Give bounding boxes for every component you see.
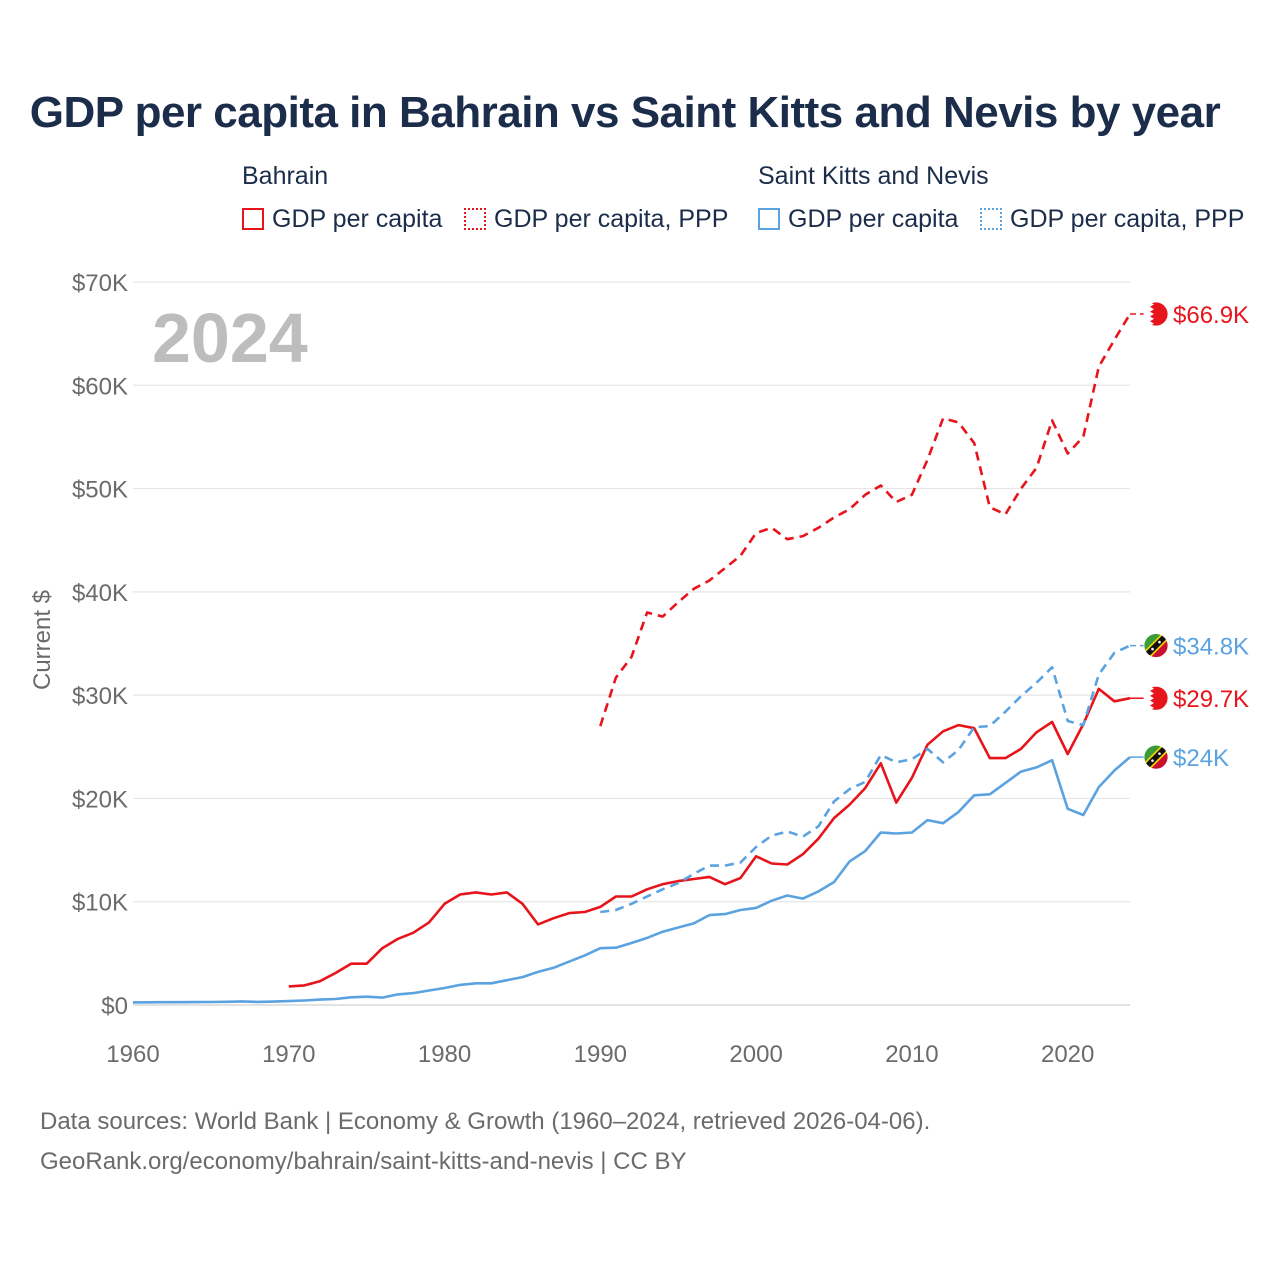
legend-skn-gdp-ppp[interactable]: GDP per capita, PPP <box>980 204 1244 234</box>
footer-sources: Data sources: World Bank | Economy & Gro… <box>40 1108 931 1135</box>
legend-swatch-solid-blue <box>758 208 780 230</box>
series-end-label: $66.9K <box>1173 302 1249 329</box>
x-tick-label: 1980 <box>418 1041 471 1068</box>
legend-group-bahrain: Bahrain <box>242 162 329 190</box>
y-tick-label: $40K <box>72 580 128 607</box>
axes: $0 $10K $20K $30K $40K $50K $60K $70K 1960 1970 19… <box>72 270 1094 1068</box>
footer-link[interactable]: GeoRank.org/economy/bahrain/saint-kitts-… <box>40 1148 687 1175</box>
bahrain-flag-icon <box>1143 685 1169 711</box>
saint-kitts-flag-icon <box>1143 744 1169 770</box>
y-tick-label: $10K <box>72 890 128 917</box>
series-line-1 <box>288 687 1131 988</box>
year-watermark: 2024 <box>152 299 308 377</box>
x-tick-label: 2010 <box>885 1041 938 1068</box>
legend-bahrain-gdp-ppp[interactable]: GDP per capita, PPP <box>464 204 728 234</box>
legend-label: GDP per capita <box>272 204 443 233</box>
series-line-3 <box>132 756 1131 1004</box>
y-axis-title: Current $ <box>29 590 56 690</box>
series-end-label: $24K <box>1173 745 1229 772</box>
line-chart: $0 $10K $20K $30K $40K $50K $60K $70K 1960 1970 19… <box>29 270 1249 1068</box>
legend-group-saint-kitts: Saint Kitts and Nevis <box>758 162 989 190</box>
series-end-label: $34.8K <box>1173 634 1249 661</box>
legend-swatch-solid-red <box>242 208 264 230</box>
legend-swatch-dashed-blue <box>980 208 1002 230</box>
y-tick-label: $50K <box>72 477 128 504</box>
saint-kitts-flag-icon <box>1143 633 1169 658</box>
series-end-label: $29.7K <box>1173 686 1249 713</box>
y-tick-label: $0 <box>101 993 128 1020</box>
legend-label: GDP per capita, PPP <box>1010 204 1245 233</box>
y-tick-label: $60K <box>72 373 128 400</box>
legend-label: GDP per capita, PPP <box>494 204 729 233</box>
x-tick-label: 2020 <box>1041 1041 1094 1068</box>
x-tick-label: 1990 <box>574 1041 627 1068</box>
series <box>132 313 1132 1004</box>
legend-label: GDP per capita <box>788 204 959 233</box>
chart-title: GDP per capita in Bahrain vs Saint Kitts… <box>29 88 1221 137</box>
bahrain-flag-icon <box>1143 301 1169 327</box>
y-tick-label: $30K <box>72 683 128 710</box>
y-tick-label: $70K <box>72 270 128 297</box>
legend-skn-gdp[interactable]: GDP per capita <box>758 204 958 234</box>
series-line-2 <box>600 644 1131 914</box>
end-labels: $66.9K $29.7K $34.8K $24K <box>1130 301 1249 772</box>
legend-swatch-dashed-red <box>464 208 486 230</box>
series-line-0 <box>599 313 1132 727</box>
legend-bahrain-gdp[interactable]: GDP per capita <box>242 204 442 234</box>
x-tick-label: 1970 <box>262 1041 315 1068</box>
grid <box>133 281 1130 1006</box>
x-tick-label: 2000 <box>729 1041 782 1068</box>
x-tick-label: 1960 <box>106 1041 159 1068</box>
y-tick-label: $20K <box>72 786 128 813</box>
